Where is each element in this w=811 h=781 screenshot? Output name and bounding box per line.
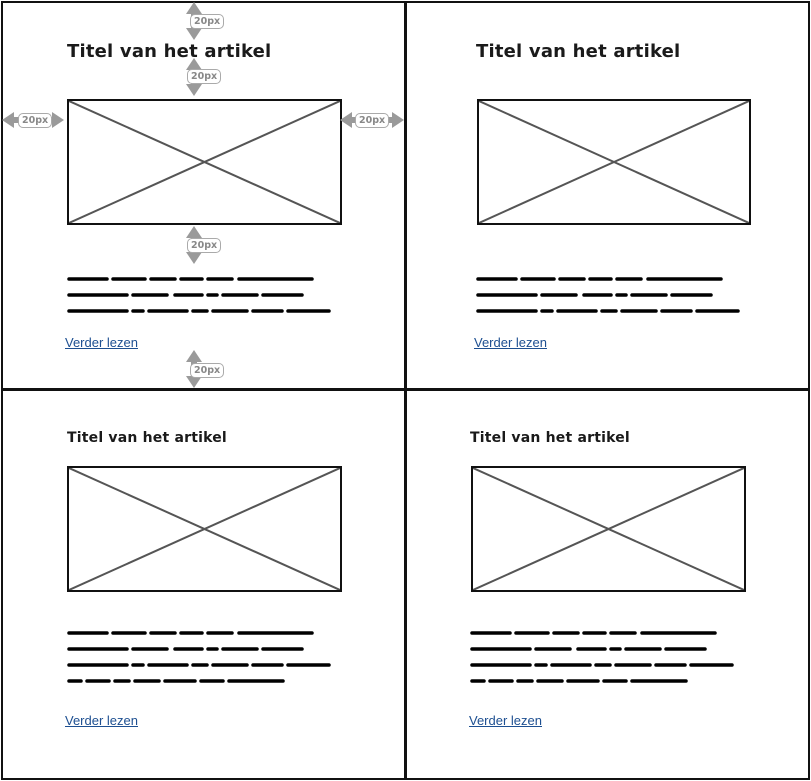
read-more-link[interactable]: Verder lezen (65, 713, 138, 728)
arrow-left-icon (340, 112, 352, 128)
arrow-up-icon (186, 350, 202, 362)
arrow-down-icon (186, 28, 202, 40)
image-placeholder (67, 466, 342, 592)
arrow-up-icon (186, 58, 202, 70)
article-card-1: Titel van het artikel Verder lezen (1, 1, 406, 390)
read-more-link[interactable]: Verder lezen (65, 335, 138, 350)
spacing-label-top: 20px (190, 14, 225, 29)
placeholder-text-scribble (67, 627, 337, 691)
article-card-2: Titel van het artikel Verder lezen (405, 1, 810, 390)
arrow-up-icon (186, 2, 202, 14)
placeholder-text-scribble (67, 273, 337, 321)
arrow-down-icon (186, 376, 202, 388)
arrow-right-icon (52, 112, 64, 128)
article-title: Titel van het artikel (470, 430, 630, 446)
image-placeholder (471, 466, 746, 592)
read-more-link[interactable]: Verder lezen (469, 713, 542, 728)
placeholder-text-scribble (470, 627, 740, 691)
image-placeholder (477, 99, 751, 225)
spacing-label-left: 20px (18, 113, 53, 128)
article-title: Titel van het artikel (67, 41, 272, 62)
arrow-up-icon (186, 226, 202, 238)
article-card-3: Titel van het artikel Verder lezen (1, 389, 406, 780)
spacing-label-image-gap: 20px (187, 238, 222, 253)
arrow-left-icon (2, 112, 14, 128)
image-placeholder (67, 99, 342, 225)
article-card-4: Titel van het artikel Verder lezen (405, 389, 810, 780)
arrow-right-icon (392, 112, 404, 128)
arrow-down-icon (186, 84, 202, 96)
article-title: Titel van het artikel (67, 430, 227, 446)
read-more-link[interactable]: Verder lezen (474, 335, 547, 350)
article-title: Titel van het artikel (476, 41, 681, 62)
spacing-label-title-gap: 20px (187, 69, 222, 84)
arrow-down-icon (186, 252, 202, 264)
spacing-label-bottom: 20px (190, 363, 225, 378)
placeholder-text-scribble (476, 273, 746, 321)
spacing-arrows (2, 2, 404, 388)
spacing-label-right: 20px (355, 113, 390, 128)
